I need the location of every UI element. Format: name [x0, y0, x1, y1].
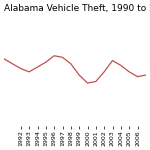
Text: Alabama Vehicle Theft, 1990 to 2010: Alabama Vehicle Theft, 1990 to 2010 — [4, 4, 150, 13]
